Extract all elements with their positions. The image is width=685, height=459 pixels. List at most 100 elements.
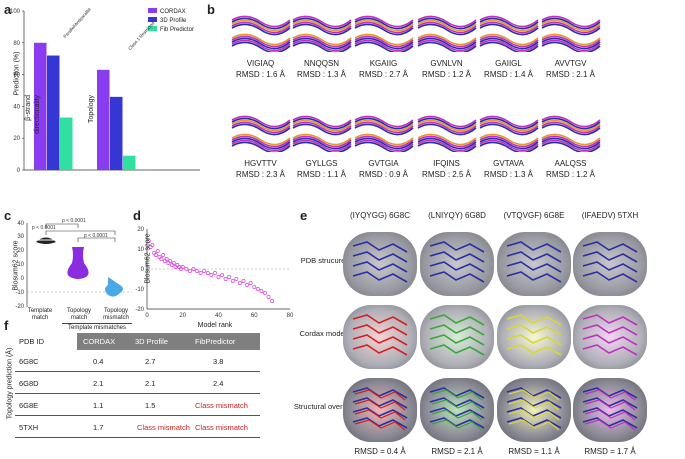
panel-label-f: f (4, 318, 9, 333)
peptide-rmsd: RMSD : 2.7 Å (359, 70, 408, 79)
peptide-label-GVTGIA: GVTGIA RMSD : 0.9 Å (336, 158, 431, 180)
e-structure-2-2 (497, 378, 571, 442)
d-point-25 (202, 269, 207, 273)
c-xlabel-topology-mismatch: Topology mismatch (103, 308, 129, 321)
a-ytick: 80 (13, 41, 20, 47)
peptide-structure-GVTGIA (354, 115, 414, 152)
peptide-seq: AVVTGV (554, 59, 587, 68)
panel-d-ylabel: Blosum62 score (144, 233, 152, 284)
c-group-label: Template mismatches (62, 323, 132, 331)
f-row-divider (15, 437, 260, 438)
table-header-bg (77, 333, 260, 350)
d-point-35 (237, 281, 242, 285)
peptide-label-HGVTTV: HGVTTV RMSD : 2.3 Å (213, 158, 308, 180)
peptide-seq: HGVTTV (244, 159, 277, 168)
violin-topology-match (67, 247, 89, 279)
d-point-39 (252, 285, 257, 289)
th-3d-profile: 3D Profile (135, 337, 168, 346)
f-cell-0-0: 6G8C (19, 357, 39, 366)
d-point-43 (266, 295, 271, 299)
peptide-rmsd: RMSD : 1.2 Å (422, 70, 471, 79)
peptide-label-GAIIGL: GAIIGL RMSD : 1.4 Å (461, 58, 556, 80)
d-point-40 (255, 287, 260, 291)
e-col-head-2: (VTQVGF) 6G8E (503, 211, 565, 220)
peptide-label-GVTAVA: GVTAVA RMSD : 1.3 Å (461, 158, 556, 180)
peptide-rmsd: RMSD : 1.1 Å (297, 170, 346, 179)
peptide-rmsd: RMSD : 1.3 Å (484, 170, 533, 179)
d-point-12 (168, 259, 173, 263)
e-row-head-0: PDB strucure (300, 256, 346, 265)
d-ytick: 20 (137, 227, 144, 233)
e-col-head-3: (IFAEDV) 5TXH (581, 211, 639, 220)
peptide-label-GVNLVN: GVNLVN RMSD : 1.2 Å (399, 58, 494, 80)
a-ytick: 40 (13, 104, 20, 110)
d-point-20 (184, 267, 189, 271)
d-xtick: 40 (215, 313, 222, 319)
panel-a-ylabel: Prediction (%) (13, 51, 21, 96)
e-structure-1-1 (420, 305, 494, 369)
a-ytick: 100 (10, 9, 21, 15)
d-point-22 (191, 267, 196, 271)
e-structure-2-0 (343, 378, 417, 442)
d-xtick: 60 (251, 313, 258, 319)
peptide-structure-GVTAVA (479, 115, 539, 152)
d-point-11 (166, 261, 171, 265)
peptide-structure-AALQSS (541, 115, 601, 152)
d-point-29 (216, 275, 221, 279)
f-cell-0-1: 0.4 (93, 357, 104, 366)
peptide-label-VIGIAQ: VIGIAQ RMSD : 1.6 Å (213, 58, 308, 80)
f-cell-1-1: 2.1 (93, 379, 104, 388)
f-cell-3-1: 1.7 (93, 423, 104, 432)
panel-f-ylabel: Topology prediction (Å) (6, 347, 14, 420)
d-point-6 (157, 255, 162, 259)
peptide-label-IFQINS: IFQINS RMSD : 2.5 Å (399, 158, 494, 180)
e-structure-0-3 (573, 232, 647, 296)
d-point-38 (248, 281, 253, 285)
d-point-37 (245, 283, 250, 287)
peptide-structure-KGAIIG (354, 15, 414, 52)
peptide-label-GYLLGS: GYLLGS RMSD : 1.1 Å (274, 158, 369, 180)
d-point-44 (270, 299, 275, 303)
e-row-head-2: Structural overlay (293, 402, 353, 411)
d-point-23 (195, 269, 200, 273)
peptide-rmsd: RMSD : 2.5 Å (422, 170, 471, 179)
peptide-structure-AVVTGV (541, 15, 601, 52)
e-col-head-1: (LNIYQY) 6G8D (428, 211, 486, 220)
d-point-5 (155, 249, 160, 253)
a-ytick: 60 (13, 73, 20, 79)
peptide-structure-HGVTTV (231, 115, 291, 152)
f-cell-2-2: 1.5 (145, 401, 156, 410)
peptide-seq: GAIIGL (495, 59, 522, 68)
d-point-30 (220, 273, 225, 277)
e-structure-1-2 (497, 305, 571, 369)
f-row-divider (15, 371, 260, 372)
pvalue-2: p < 0.0001 (32, 225, 56, 231)
peptide-label-AALQSS: AALQSS RMSD : 1.2 Å (523, 158, 618, 180)
e-rmsd-2: RMSD = 1.1 Å (508, 447, 560, 456)
a-bar-1-0 (47, 55, 60, 170)
e-col-head-0: (IYQYGG) 6G8C (349, 211, 410, 220)
d-point-42 (263, 291, 267, 295)
d-point-3 (152, 251, 157, 255)
peptide-rmsd: RMSD : 1.4 Å (484, 70, 533, 79)
e-structure-0-0 (343, 232, 417, 296)
panel-a-chart: 0 20 40 60 80 100 (10, 9, 200, 174)
peptide-structure-GYLLGS (292, 115, 352, 152)
d-point-33 (230, 279, 235, 283)
peptide-rmsd: RMSD : 1.6 Å (236, 70, 285, 79)
f-cell-2-0: 6G8E (19, 401, 39, 410)
peptide-rmsd: RMSD : 0.9 Å (359, 170, 408, 179)
f-cell-2-1: 1.1 (93, 401, 104, 410)
c-ytick-m10: -10 (15, 290, 24, 296)
peptide-rmsd: RMSD : 2.3 Å (236, 170, 285, 179)
e-row-head-1: Cordax model (299, 329, 347, 338)
peptide-seq: GVNLVN (430, 59, 463, 68)
e-structure-1-3 (573, 305, 647, 369)
d-xtick: 20 (179, 313, 186, 319)
e-structure-1-0 (343, 305, 417, 369)
peptide-structure-GVNLVN (417, 15, 477, 52)
peptide-structure-IFQINS (417, 115, 477, 152)
d-point-10 (164, 257, 169, 261)
th-fibpredictor: FibPredictor (195, 337, 236, 346)
panel-a-xlabel-1: Topology (88, 95, 95, 124)
